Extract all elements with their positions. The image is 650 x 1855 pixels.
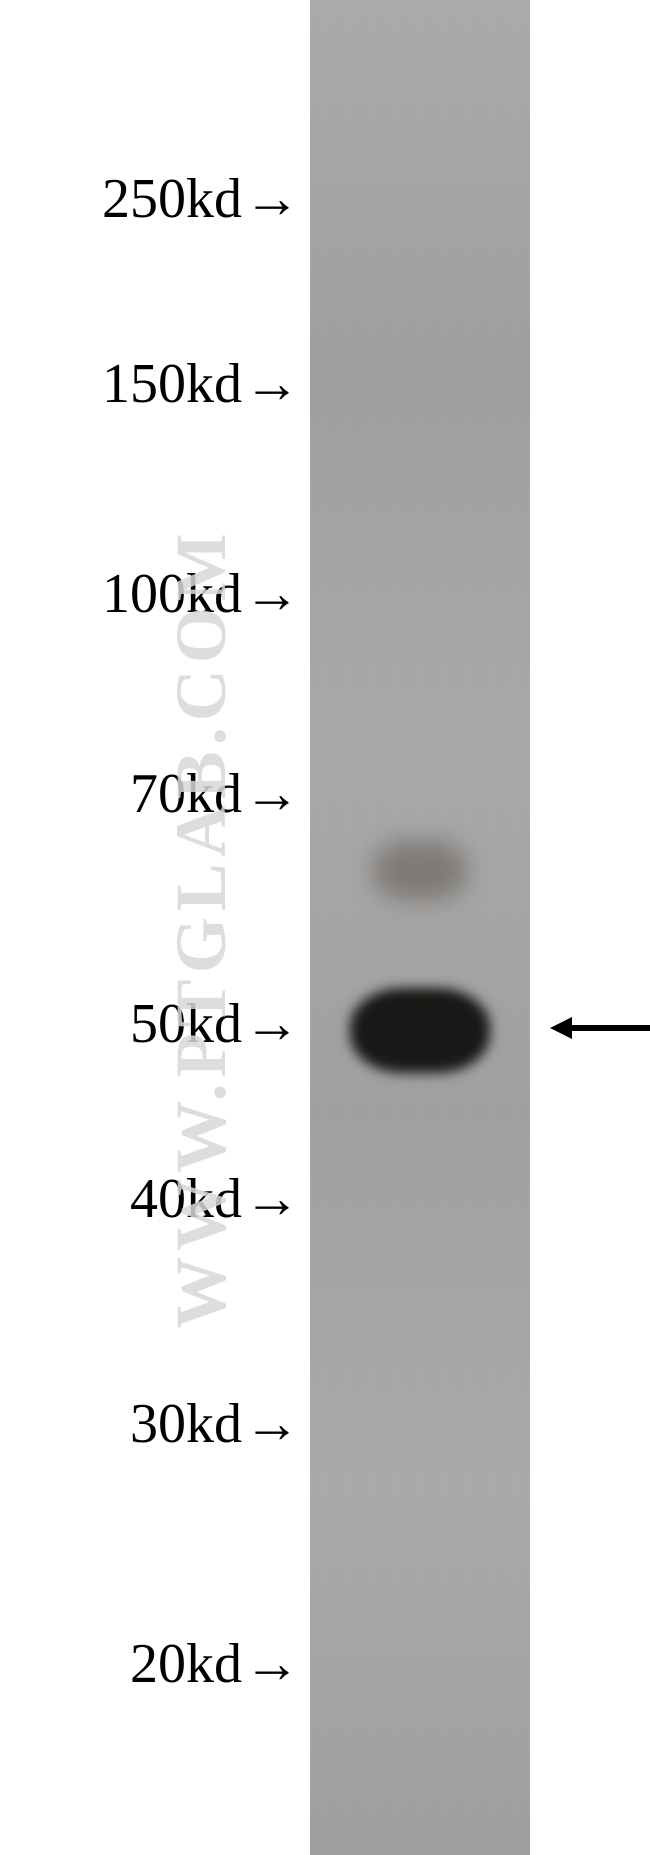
lane-content	[310, 0, 530, 1855]
marker-label-0: 250kd→	[102, 167, 300, 231]
marker-arrow-icon-6: →	[244, 1392, 300, 1456]
marker-arrow-icon-0: →	[244, 167, 300, 231]
marker-text-7: 20kd	[130, 1632, 242, 1696]
marker-arrow-icon-1: →	[244, 352, 300, 416]
marker-arrow-icon-4: →	[244, 992, 300, 1056]
marker-label-1: 150kd→	[102, 352, 300, 416]
marker-text-0: 250kd	[102, 167, 242, 231]
marker-arrow-icon-2: →	[244, 562, 300, 626]
marker-arrow-icon-5: →	[244, 1167, 300, 1231]
marker-text-6: 30kd	[130, 1392, 242, 1456]
marker-label-6: 30kd→	[130, 1392, 300, 1456]
band-0	[373, 840, 468, 900]
arrow-left-icon	[550, 1013, 650, 1043]
marker-arrow-icon-7: →	[244, 1632, 300, 1696]
marker-arrow-icon-3: →	[244, 762, 300, 826]
blot-lane	[310, 0, 530, 1855]
band-indicator-arrow	[550, 1013, 650, 1043]
watermark-text: WWW.PTGLAB.COM	[160, 527, 243, 1328]
blot-figure: WWW.PTGLAB.COM 250kd→150kd→100kd→70kd→50…	[0, 0, 650, 1855]
band-1	[350, 988, 490, 1073]
marker-label-7: 20kd→	[130, 1632, 300, 1696]
marker-text-1: 150kd	[102, 352, 242, 416]
